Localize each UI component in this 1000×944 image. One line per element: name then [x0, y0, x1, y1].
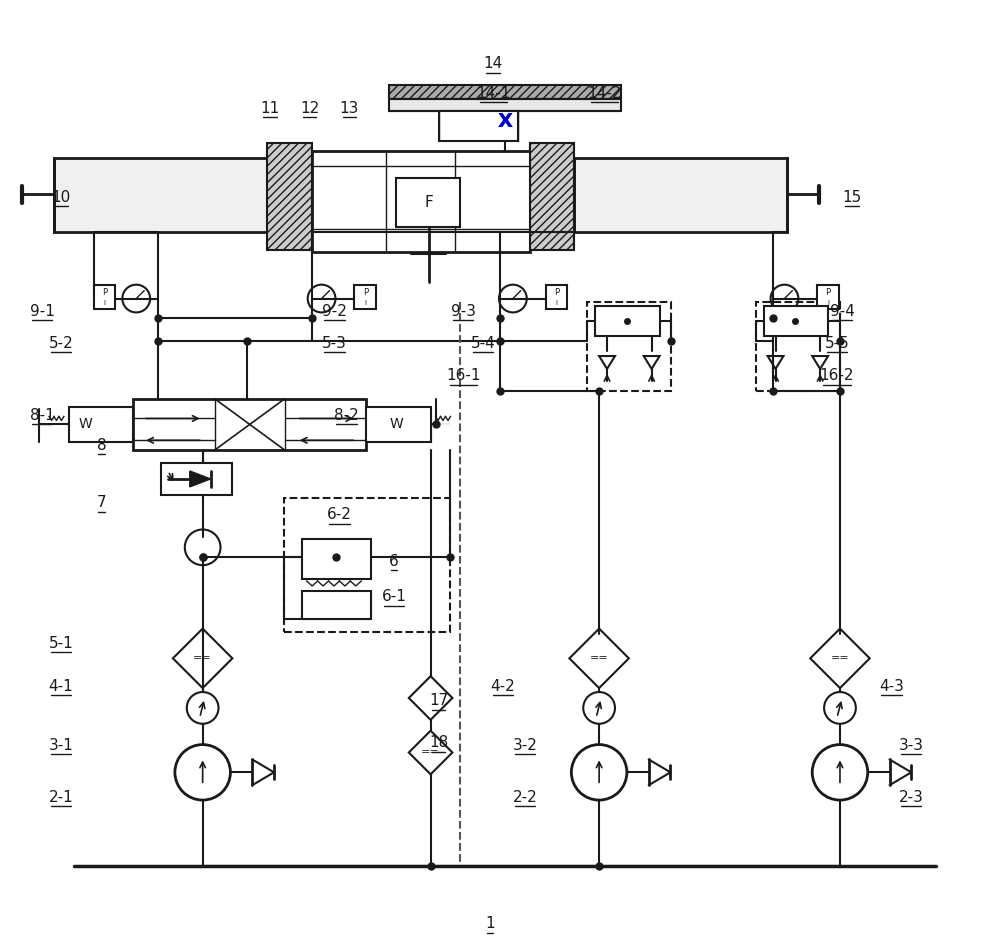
Text: 14: 14 — [483, 56, 503, 71]
Text: ==: == — [193, 653, 212, 664]
Text: 17: 17 — [429, 694, 448, 708]
Text: 16-1: 16-1 — [446, 368, 481, 383]
Text: 9-2: 9-2 — [322, 304, 347, 319]
Text: 15: 15 — [842, 190, 861, 205]
Bar — [756, 301, 840, 391]
Polygon shape — [267, 143, 312, 250]
Text: I: I — [555, 299, 557, 306]
Text: 16-2: 16-2 — [820, 368, 854, 383]
Text: 8-1: 8-1 — [30, 408, 54, 423]
Text: 3-1: 3-1 — [48, 738, 73, 753]
Bar — [389, 99, 621, 111]
Text: 14-1: 14-1 — [476, 86, 510, 101]
Text: X: X — [497, 111, 512, 130]
Bar — [302, 539, 371, 579]
Bar — [133, 398, 366, 450]
Text: 13: 13 — [340, 101, 359, 116]
Bar — [587, 301, 671, 391]
Text: 8: 8 — [97, 438, 106, 453]
Text: P: P — [554, 288, 559, 297]
Text: 5-3: 5-3 — [322, 336, 347, 350]
Text: 6-2: 6-2 — [327, 507, 352, 522]
Text: I: I — [104, 299, 106, 306]
Text: ==: == — [590, 653, 608, 664]
Bar — [302, 591, 371, 618]
Text: X: X — [497, 111, 512, 130]
Text: 1: 1 — [485, 917, 495, 932]
Bar — [764, 307, 828, 336]
Text: 4-1: 4-1 — [49, 679, 73, 694]
Text: 6-1: 6-1 — [382, 589, 406, 604]
Text: 6: 6 — [389, 554, 399, 568]
Text: 2-2: 2-2 — [512, 789, 537, 804]
Text: ==: == — [831, 653, 849, 664]
Bar — [312, 151, 530, 252]
Text: 3-3: 3-3 — [899, 738, 924, 753]
Text: 18: 18 — [429, 735, 448, 750]
Text: 9-4: 9-4 — [830, 304, 854, 319]
Text: ==: == — [421, 748, 440, 757]
Text: P: P — [102, 288, 107, 297]
Text: 12: 12 — [300, 101, 319, 116]
Text: P: P — [826, 288, 831, 297]
Text: 9-1: 9-1 — [30, 304, 55, 319]
Text: 2-1: 2-1 — [49, 789, 73, 804]
Bar — [284, 497, 450, 632]
Bar — [439, 111, 518, 141]
Bar — [354, 285, 376, 310]
Text: F: F — [424, 194, 433, 210]
Polygon shape — [190, 471, 211, 487]
Text: 5-2: 5-2 — [49, 336, 73, 350]
Bar — [574, 158, 787, 232]
Bar — [595, 307, 660, 336]
Text: I: I — [364, 299, 366, 306]
Text: 9-3: 9-3 — [451, 304, 476, 319]
Text: 8-2: 8-2 — [334, 408, 359, 423]
Polygon shape — [530, 143, 574, 250]
Bar — [546, 285, 567, 310]
Text: 2-3: 2-3 — [899, 789, 924, 804]
Text: 11: 11 — [260, 101, 280, 116]
Text: I: I — [827, 299, 829, 306]
Bar — [366, 407, 431, 443]
Bar — [396, 177, 460, 228]
Polygon shape — [389, 86, 621, 99]
Bar — [817, 285, 839, 310]
Text: 4-2: 4-2 — [491, 679, 515, 694]
Text: W: W — [389, 417, 403, 431]
Text: 7: 7 — [97, 496, 106, 510]
Text: W: W — [79, 417, 93, 431]
Text: 5-5: 5-5 — [825, 336, 849, 350]
Text: 10: 10 — [51, 190, 71, 205]
Bar — [94, 285, 115, 310]
Text: 5-4: 5-4 — [471, 336, 496, 350]
Bar — [161, 464, 232, 495]
Bar — [54, 158, 267, 232]
Text: 14-2: 14-2 — [587, 86, 621, 101]
Text: 3-2: 3-2 — [512, 738, 537, 753]
Text: 4-3: 4-3 — [879, 679, 904, 694]
Text: P: P — [363, 288, 368, 297]
Text: 5-1: 5-1 — [49, 636, 73, 651]
Bar — [69, 407, 133, 443]
